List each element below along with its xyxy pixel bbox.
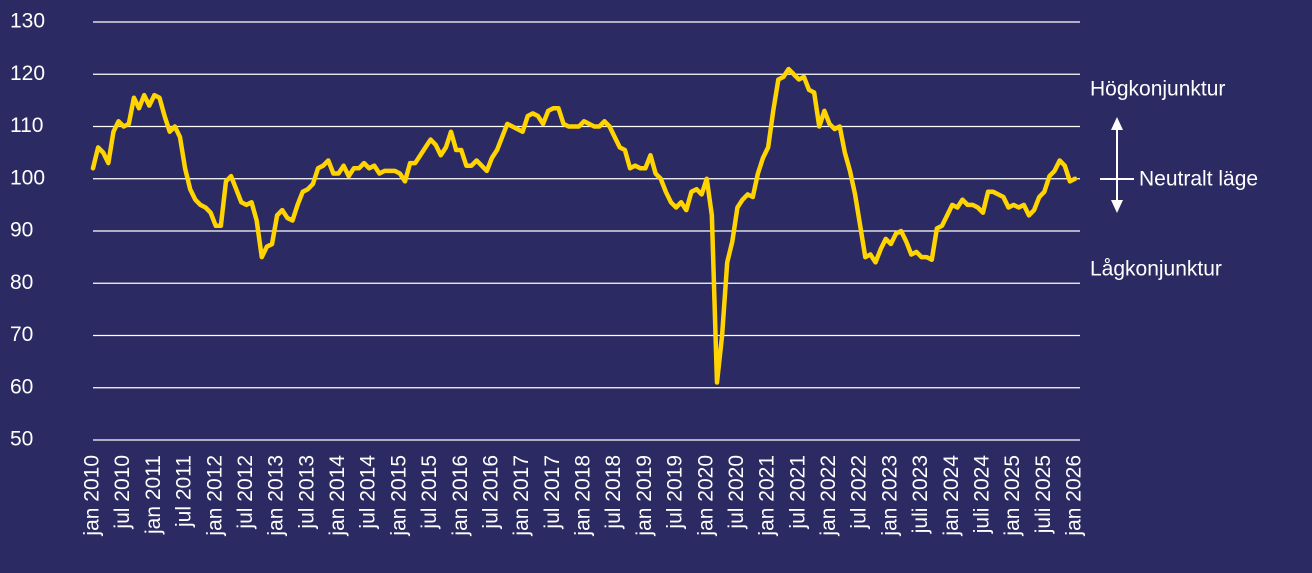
x-tick-label: jul 2017 xyxy=(541,455,564,530)
x-tick-label: jul 2013 xyxy=(295,455,318,530)
x-tick-label: jan 2020 xyxy=(694,455,717,537)
y-tick-label: 120 xyxy=(10,62,45,85)
x-tick-label: jul 2019 xyxy=(664,455,687,530)
x-tick-label: jan 2021 xyxy=(756,455,779,537)
y-tick-label: 50 xyxy=(10,428,33,451)
y-tick-label: 80 xyxy=(10,271,33,294)
annotation: Lågkonjunktur xyxy=(1090,258,1222,281)
arrow-down xyxy=(1111,200,1123,213)
data-line xyxy=(90,66,1078,385)
annotation: Högkonjunktur xyxy=(1090,78,1225,101)
x-tick-label: jul 2022 xyxy=(848,455,871,530)
x-tick-label: jul 2012 xyxy=(234,455,257,530)
x-tick-label: jan 2011 xyxy=(142,455,165,535)
annotation: Neutralt läge xyxy=(1139,168,1258,191)
x-tick-label: jan 2013 xyxy=(265,455,288,537)
x-tick-label: juli 2024 xyxy=(970,455,993,535)
y-tick-label: 90 xyxy=(10,219,33,242)
x-tick-label: jul 2015 xyxy=(418,455,441,530)
arrow-up xyxy=(1111,117,1123,130)
x-tick-label: juli 2023 xyxy=(909,455,932,534)
y-tick-label: 110 xyxy=(10,114,43,137)
x-tick-label: jul 2018 xyxy=(602,455,625,530)
x-tick-label: jan 2023 xyxy=(878,455,901,537)
x-tick-label: jan 2010 xyxy=(81,455,104,537)
x-tick-label: jan 2012 xyxy=(203,455,226,537)
x-tick-label: jan 2024 xyxy=(940,455,963,537)
y-tick-label: 60 xyxy=(10,375,33,398)
y-tick-label: 70 xyxy=(10,323,33,346)
x-tick-label: jul 2010 xyxy=(111,455,134,530)
x-tick-label: jan 2022 xyxy=(817,455,840,537)
x-tick-label: jul 2016 xyxy=(479,455,502,530)
y-tick-label: 100 xyxy=(10,166,45,189)
x-tick-label: jan 2014 xyxy=(326,455,349,537)
x-tick-label: jan 2026 xyxy=(1063,455,1086,537)
x-tick-label: jul 2021 xyxy=(786,455,809,530)
x-tick-label: jan 2015 xyxy=(387,455,410,537)
x-tick-label: jul 2014 xyxy=(357,455,380,530)
x-tick-label: jan 2016 xyxy=(449,455,472,537)
x-tick-label: jan 2017 xyxy=(510,455,533,537)
x-tick-label: jul 2020 xyxy=(725,455,748,530)
y-tick-label: 130 xyxy=(10,10,45,33)
x-tick-label: jan 2025 xyxy=(1001,455,1024,537)
x-tick-label: jan 2018 xyxy=(572,455,595,537)
x-tick-label: jan 2019 xyxy=(633,455,656,537)
scale-arrows xyxy=(1100,117,1134,213)
x-tick-label: jul 2011 xyxy=(173,455,196,528)
x-tick-label: juli 2025 xyxy=(1032,455,1055,534)
